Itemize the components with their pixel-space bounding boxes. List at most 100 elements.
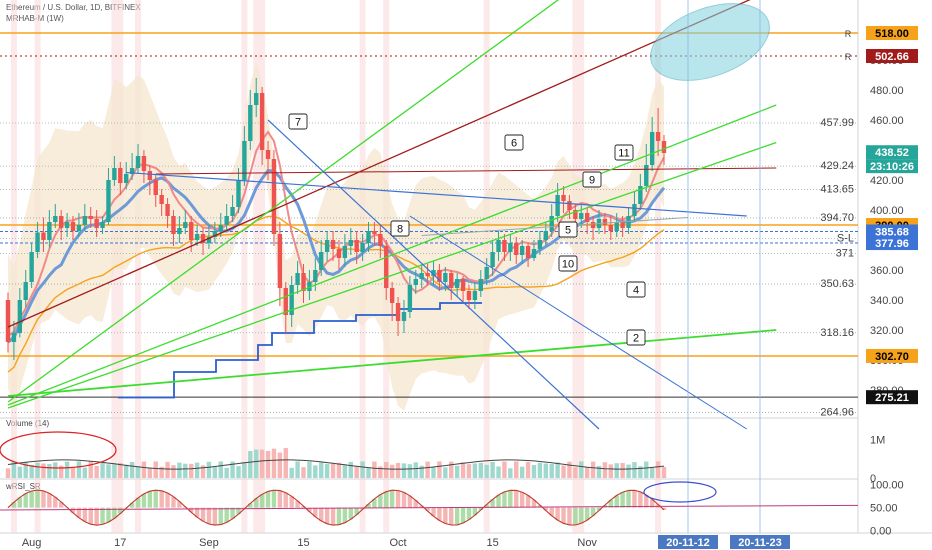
rsi-bar (478, 507, 483, 510)
rsi-bar (531, 499, 537, 508)
rsi-bar (283, 492, 288, 508)
orange-moving-average (7, 215, 665, 373)
price-tag-label: 302.70 (875, 351, 909, 363)
volume-bar (508, 468, 513, 478)
rsi-bar (549, 507, 554, 516)
volume-bar (200, 465, 206, 478)
candle-body (632, 204, 637, 216)
volume-bar (632, 462, 637, 478)
time-axis-tick: 17 (114, 537, 126, 549)
candle-body (189, 222, 194, 240)
date-tag-bg (658, 535, 718, 549)
volume-ma-line (7, 459, 665, 470)
price-tag: 518.00 (866, 26, 918, 40)
rsi-bar (389, 490, 395, 508)
candle-body (194, 234, 200, 240)
level-label: 318.16 (820, 327, 854, 339)
annotation-box (558, 255, 578, 272)
volume-bar (218, 461, 223, 478)
level-label: 371 (836, 248, 854, 260)
candle-body (58, 216, 64, 228)
candle-body (29, 252, 34, 282)
volume-bar (53, 462, 58, 478)
rsi-bar (454, 507, 460, 525)
annotation-label: 9 (589, 175, 595, 187)
volume-bar (224, 467, 229, 478)
price-axis-tick: 320.00 (870, 325, 904, 337)
candle-body (82, 216, 88, 225)
time-axis-tick: Nov (577, 537, 597, 549)
candle-body (212, 231, 218, 237)
volume-bar (41, 463, 46, 478)
rsi-bar (508, 490, 513, 508)
rsi-bar (106, 507, 111, 523)
date-tag-bg (730, 535, 790, 549)
highlight-band (10, 0, 17, 533)
rsi-bar (159, 490, 164, 508)
annotation-label: 8 (397, 224, 403, 236)
rsi-bar (17, 497, 23, 508)
volume-bar (454, 465, 460, 478)
rsi-bar (206, 507, 212, 524)
rsi-bar (407, 495, 413, 508)
candle-body (165, 204, 170, 216)
volume-bar (413, 462, 418, 478)
rsi-bar (638, 491, 643, 508)
rsi-bar (632, 490, 637, 508)
candle-body (395, 303, 401, 321)
volume-bar (5, 468, 11, 478)
price-tag-bg (866, 159, 918, 174)
green-trendline (7, 141, 777, 409)
level-label: 350.63 (820, 278, 854, 290)
rsi-bar (189, 507, 194, 513)
volume-bar (602, 462, 608, 478)
volume-bar (230, 461, 235, 478)
volume-bar (194, 462, 200, 478)
rsi-bar (70, 507, 76, 513)
volume-bar (70, 467, 76, 478)
rsi-bar (277, 490, 283, 508)
rsi-bar (443, 507, 448, 524)
candle-body (118, 168, 123, 183)
candle-body (141, 156, 147, 171)
volume-bar (549, 463, 554, 478)
rsi-bar (171, 496, 176, 508)
rsi-bar (395, 490, 401, 508)
rsi-bar (307, 507, 312, 512)
annotation-11: 11 (614, 144, 634, 161)
rsi-bar (419, 505, 424, 508)
rsi-bar (342, 507, 348, 523)
candle-body (655, 132, 661, 141)
volume-bar (76, 461, 82, 478)
volume-bar (478, 462, 483, 478)
rsi-bar (401, 492, 407, 508)
time-axis-tick: 15 (486, 537, 498, 549)
rsi-bar (153, 490, 158, 508)
rsi-bar (620, 492, 625, 508)
annotation-9: 9 (582, 171, 602, 188)
rsi-bar (378, 494, 383, 508)
annotation-label: 4 (633, 285, 639, 297)
rsi-bar (254, 498, 259, 508)
volume-bar (94, 465, 99, 478)
rsi-bar (35, 490, 40, 508)
candle-body (206, 237, 212, 243)
blue-trendline (267, 119, 600, 430)
volume-bar (123, 464, 129, 478)
rsi-bar (236, 507, 241, 515)
volume-bar (354, 466, 359, 478)
rsi-bar (94, 507, 99, 526)
candle-body (153, 180, 158, 195)
candle-body (336, 249, 342, 258)
candle-body (661, 141, 667, 153)
volume-bar (460, 462, 466, 478)
volume-bar (35, 462, 40, 478)
candle-body (419, 273, 424, 279)
candle-body (200, 234, 206, 243)
rsi-bar (230, 507, 235, 519)
rsi-bar (11, 502, 17, 508)
candle-body (638, 186, 643, 204)
highlight-band (241, 0, 248, 533)
volume-bar (567, 461, 572, 478)
